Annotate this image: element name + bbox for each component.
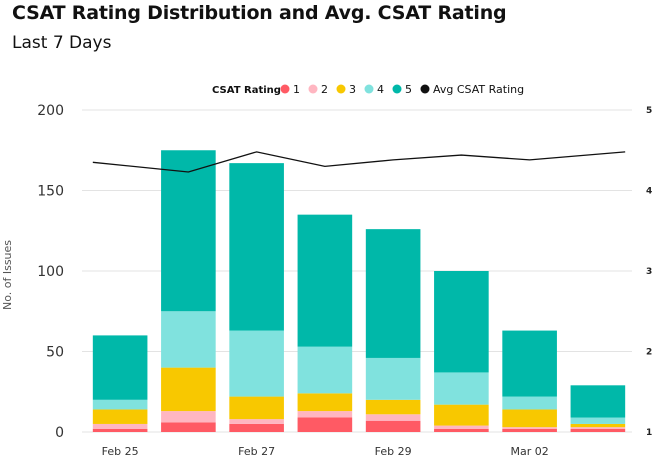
bar-segment-1 (570, 428, 626, 432)
y2-tick-label: 5 (646, 106, 652, 116)
bar-segment-4 (297, 346, 353, 394)
legend-marker-5 (392, 84, 402, 94)
legend-marker-2 (308, 84, 318, 94)
legend-label-5: 5 (405, 83, 412, 96)
bar-segment-3 (92, 409, 148, 424)
bar-segment-3 (365, 399, 421, 415)
bar-segment-5 (297, 214, 353, 347)
bar-segment-1 (297, 417, 353, 432)
bar-segment-2 (365, 414, 421, 421)
y-axis-left: 0 50 100 150 200 (37, 103, 64, 441)
bar-segment-4 (570, 417, 626, 424)
y2-tick-label: 1 (646, 428, 652, 438)
bar-segment-4 (365, 357, 421, 400)
legend[interactable]: CSAT Rating 1 2 3 4 5 Avg CSAT Rating (212, 83, 524, 96)
y-tick-label: 100 (37, 264, 64, 280)
x-tick-label: Feb 27 (238, 445, 275, 458)
bar-segment-4 (434, 372, 489, 405)
bars (92, 150, 626, 432)
legend-marker-1 (280, 84, 290, 94)
bar-segment-2 (502, 427, 557, 429)
bar-segment-1 (434, 428, 489, 432)
bar-segment-4 (161, 311, 216, 368)
legend-label-avg: Avg CSAT Rating (433, 83, 524, 96)
bar-segment-5 (502, 330, 557, 397)
bar-segment-2 (570, 427, 626, 429)
bar-segment-4 (92, 399, 148, 410)
y-tick-label: 200 (37, 103, 64, 119)
bar-segment-5 (161, 150, 216, 312)
x-tick-label: Feb 29 (375, 445, 412, 458)
bar-segment-3 (502, 409, 557, 428)
y2-tick-label: 4 (646, 187, 652, 197)
bar-segment-2 (434, 425, 489, 429)
legend-label-4: 4 (377, 83, 384, 96)
bar-segment-3 (297, 393, 353, 412)
bar-segment-2 (161, 411, 216, 423)
x-tick-label: Feb 25 (102, 445, 139, 458)
bar-segment-1 (229, 423, 284, 432)
chart-title: CSAT Rating Distribution and Avg. CSAT R… (12, 2, 507, 24)
y2-tick-label: 2 (646, 348, 652, 358)
bar-segment-5 (365, 229, 421, 358)
bar-segment-1 (92, 428, 148, 432)
bar-segment-2 (92, 423, 148, 429)
bar-segment-3 (434, 404, 489, 426)
y-tick-label: 50 (46, 345, 64, 361)
legend-title: CSAT Rating (212, 85, 281, 96)
y2-tick-label: 3 (646, 267, 652, 277)
bar-segment-5 (570, 385, 626, 418)
bar-segment-1 (502, 428, 557, 432)
x-tick-label: Mar 02 (511, 445, 549, 458)
legend-marker-3 (336, 84, 346, 94)
avg-csat-line (92, 151, 626, 173)
bar-segment-2 (229, 419, 284, 424)
bar-segment-3 (161, 367, 216, 412)
bar-segment-1 (161, 422, 216, 432)
legend-marker-4 (364, 84, 374, 94)
bar-segment-5 (92, 335, 148, 400)
bar-segment-3 (229, 396, 284, 420)
y-tick-label: 0 (55, 425, 64, 441)
bar-segment-3 (570, 423, 626, 428)
bar-segment-5 (434, 271, 489, 373)
chart-subtitle: Last 7 Days (12, 33, 112, 53)
x-axis: Feb 25 Feb 27 Feb 29 Mar 02 (102, 445, 549, 458)
bar-segment-4 (502, 396, 557, 410)
legend-marker-avg (420, 84, 430, 94)
bar-segment-2 (297, 411, 353, 418)
legend-label-1: 1 (293, 83, 300, 96)
y-axis-label: No. of Issues (1, 240, 14, 310)
legend-label-3: 3 (349, 83, 356, 96)
bar-segment-1 (365, 420, 421, 432)
avg-line (92, 151, 626, 173)
bar-segment-4 (229, 330, 284, 397)
y-tick-label: 150 (37, 184, 64, 200)
y-axis-right: 1 2 3 4 5 (646, 106, 652, 438)
bar-segment-5 (229, 163, 284, 331)
legend-label-2: 2 (321, 83, 328, 96)
